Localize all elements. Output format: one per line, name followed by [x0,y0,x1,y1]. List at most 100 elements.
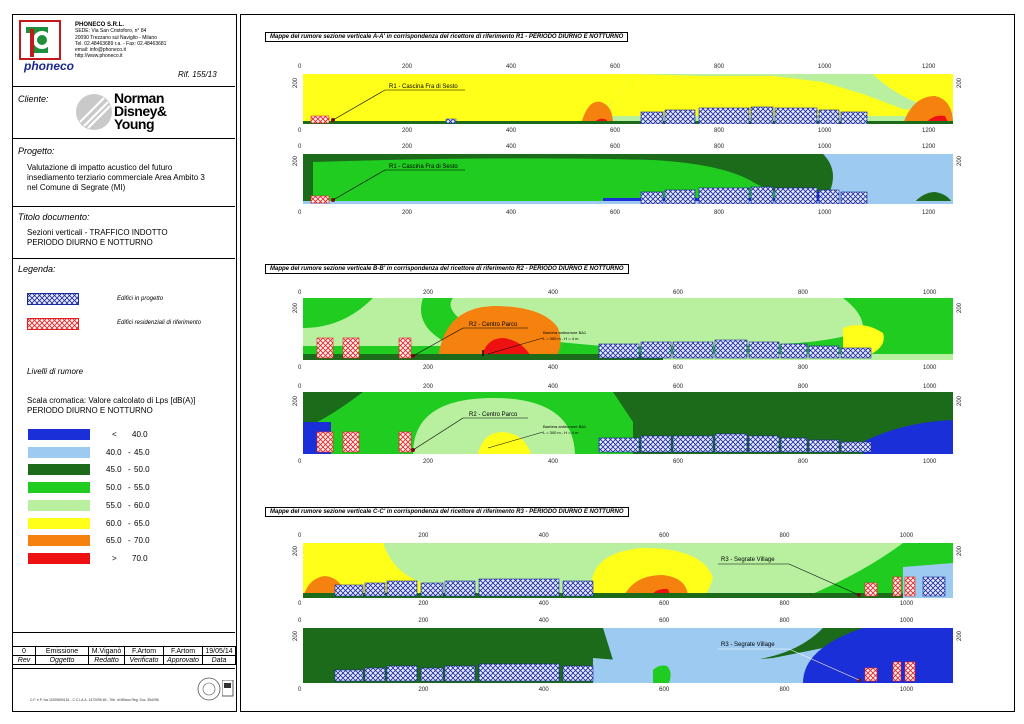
section-a-night-map: R1 - Cascina Fra di Sesto [303,154,953,204]
axis-tick-label: 800 [714,210,725,216]
color-scale-line-1: Scala cromatica: Valore calcolato di Lps… [27,396,196,405]
section-b-night-map: R2 - Centro Parco Barriera antirumore BA… [303,392,953,454]
section-b-day-receiver-label: R2 - Centro Parco [469,322,518,328]
section-a-night-receiver-label: R1 - Cascina Fra di Sesto [389,164,458,170]
project-label: Progetto: [18,146,55,156]
axis-tick-label: 600 [659,618,670,624]
axis-tick-label: 200 [418,618,429,624]
section-b-day-map: R2 - Centro Parco Barriera antirumore BA… [303,298,953,360]
title-block [12,14,237,712]
axis-tick-label: 400 [538,533,549,539]
company-logo [18,19,68,71]
axis-tick-label: 1000 [899,601,914,607]
axis-tick-label: 1000 [923,365,937,371]
rev-checked: F.Artom [124,646,164,656]
y-axis-label: 200 [957,395,964,407]
axis-tick-label: 1000 [818,210,832,216]
section-b-day-project-buildings [598,339,872,359]
section-b-night-barrier-size: L = 300 m - H = 4 m [543,430,579,435]
color-scale-dash: - [128,448,131,457]
noise-levels-title: Livelli di rumore [27,367,84,376]
rev-header-drafted: Redatto [88,655,125,665]
axis-tick-label: 800 [798,384,809,390]
y-axis-label: 200 [957,630,964,642]
y-axis-label: 200 [957,545,964,557]
rev-header-subject: Oggetto [35,655,89,665]
company-address-2: 20090 Trezzano sul Naviglio - Milano [75,34,157,41]
axis-tick-label: 200 [418,533,429,539]
document-title-label: Titolo documento: [18,212,90,222]
color-scale-swatch [28,447,90,458]
rev-number: 0 [12,646,36,656]
certification-stamp [197,677,221,701]
axis-tick-label: 1000 [923,384,937,390]
y-axis-label: 200 [293,155,300,167]
axis-tick-label: 0 [298,533,302,539]
axis-tick-label: 1200 [922,128,936,134]
panel-title-section-a: Mappe del rumore sezione verticale A-A' … [265,32,629,42]
axis-tick-label: 400 [548,384,559,390]
section-c-night-residential-buildings [864,661,916,682]
panel-title-section-b: Mappe del rumore sezione verticale B-B' … [265,264,629,274]
axis-tick-label: 800 [779,601,790,607]
y-axis-label: 200 [293,77,300,89]
axis-tick-label: 600 [610,64,621,70]
axis-tick-label: 400 [506,64,517,70]
y-axis-label: 200 [957,77,964,89]
client-logo: Norman Disney& Young [74,90,184,134]
axis-tick-label: 0 [298,459,302,465]
section-b-day-barrier-size: L = 300 m - H = 4 m [543,336,579,341]
section-b-day-barrier-name: Barriera antirumore BA1 [543,330,587,335]
color-scale-min: 45.0 [106,465,122,474]
axis-tick-label: 0 [298,601,302,607]
axis-tick-label: 800 [779,533,790,539]
axis-tick-label: 400 [538,601,549,607]
y-axis-label: 200 [957,302,964,314]
project-line-3: nel Comune di Segrate (MI) [27,183,126,192]
color-scale-dash: - [128,465,131,474]
axis-tick-label: 0 [298,618,302,624]
document-reference: Rif. 155/13 [178,70,217,79]
axis-tick-label: 1200 [922,210,936,216]
axis-tick-label: 400 [548,365,559,371]
axis-tick-label: 600 [659,601,670,607]
rev-header-approved: Approvato [163,655,203,665]
axis-tick-label: 400 [548,290,559,296]
axis-tick-label: 400 [506,144,517,150]
color-scale-dash: - [128,519,131,528]
color-scale-min: 50.0 [106,483,122,492]
company-phone: Tel. 02.48463689 r.a. - Fax: 02.48463681 [75,40,167,47]
axis-tick-label: 0 [298,687,302,693]
company-web: http://www.phoneco.it [75,53,123,60]
section-b-night-residential-buildings [316,431,412,453]
axis-tick-label: 600 [673,459,684,465]
axis-tick-label: 200 [418,687,429,693]
section-b-night-project-buildings [598,433,872,453]
axis-tick-label: 1000 [899,687,914,693]
document-title: Sezioni verticali - TRAFFICO INDOTTO PER… [27,228,168,248]
color-scale-dash: - [128,536,131,545]
rev-subject: Emissione [35,646,89,656]
axis-tick-label: 200 [423,459,434,465]
y-axis-label: 200 [293,395,300,407]
axis-tick-label: 800 [714,128,725,134]
client-label: Cliente: [18,94,49,104]
section-a-night-buildings [640,186,868,204]
color-scale-operator: > [112,554,117,563]
axis-tick-label: 800 [714,64,725,70]
footer-legal: C.F. e P. Iva 11529690151 - C.C.I.A.A. 1… [30,698,159,702]
color-scale-line-2: PERIODO DIURNO E NOTTURNO [27,406,153,415]
y-axis-label: 200 [293,302,300,314]
axis-tick-label: 200 [418,601,429,607]
axis-tick-label: 400 [506,128,517,134]
section-c-day-residential-buildings [864,576,916,597]
axis-tick-label: 800 [779,618,790,624]
rev-approved: F.Artom [163,646,203,656]
color-scale-max: 70.0 [134,536,150,545]
axis-tick-label: 200 [402,144,413,150]
axis-tick-label: 200 [402,210,413,216]
legend-swatch-residential-buildings [27,318,79,330]
company-email: email: info@phoneco.it [75,47,126,54]
client-logo-line-1: Norman [114,90,164,106]
axis-tick-label: 0 [298,290,302,296]
